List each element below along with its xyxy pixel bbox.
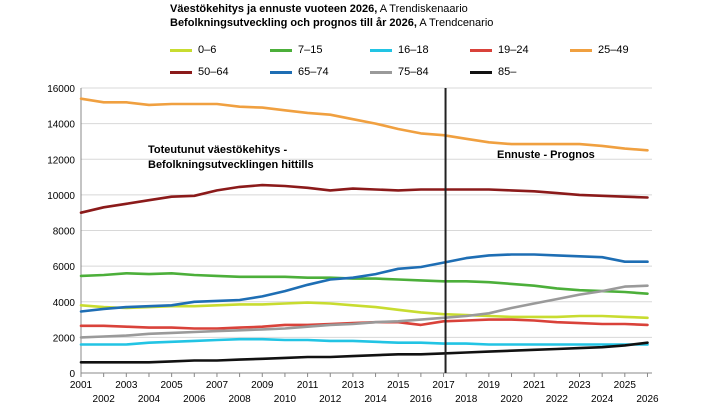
series-line-0–6 bbox=[79, 301, 649, 320]
x-tick-label: 2012 bbox=[319, 394, 342, 405]
x-tick-label: 2011 bbox=[297, 380, 319, 391]
x-tick-label: 2013 bbox=[342, 380, 365, 391]
legend-label: 7–15 bbox=[298, 44, 323, 56]
chart-title: Väestökehitys ja ennuste vuoteen 2026, A… bbox=[170, 2, 493, 30]
x-tick-label: 2005 bbox=[161, 380, 184, 391]
legend-label: 85– bbox=[498, 66, 517, 78]
y-tick-label: 2000 bbox=[53, 333, 76, 344]
x-tick-label: 2016 bbox=[410, 394, 433, 405]
y-tick-label: 10000 bbox=[47, 191, 75, 202]
x-tick-label: 2009 bbox=[251, 380, 274, 391]
x-tick-label: 2006 bbox=[183, 394, 206, 405]
legend-swatch bbox=[170, 71, 192, 74]
legend-swatch bbox=[270, 71, 292, 74]
x-tick-label: 2002 bbox=[93, 394, 116, 405]
annotation-realized-line2: Befolkningsutvecklingen hittills bbox=[148, 159, 314, 171]
legend-swatch bbox=[170, 49, 192, 52]
y-tick-label: 16000 bbox=[47, 84, 75, 95]
x-tick-label: 2015 bbox=[387, 380, 410, 391]
x-tick-label: 2014 bbox=[364, 394, 387, 405]
x-tick-label: 2025 bbox=[614, 380, 637, 391]
x-tick-label: 2010 bbox=[274, 394, 297, 405]
x-tick-label: 2017 bbox=[432, 380, 455, 391]
legend-swatch bbox=[270, 49, 292, 52]
legend-swatch bbox=[370, 49, 392, 52]
x-tick-label: 2019 bbox=[478, 380, 501, 391]
y-tick-label: 4000 bbox=[53, 298, 76, 309]
legend-swatch bbox=[470, 71, 492, 74]
y-tick-label: 0 bbox=[69, 369, 75, 380]
x-tick-label: 2023 bbox=[568, 380, 591, 391]
series-line-65–74 bbox=[79, 253, 649, 313]
y-tick-label: 8000 bbox=[53, 227, 76, 238]
legend-swatch bbox=[570, 49, 592, 52]
annotation-forecast: Ennuste - Prognos bbox=[497, 149, 595, 161]
series-line-7–15 bbox=[79, 271, 649, 296]
annotation-realized: Toteutunut väestökehitys - Befolkningsut… bbox=[148, 143, 314, 173]
x-tick-label: 2008 bbox=[228, 394, 251, 405]
x-tick-label: 2001 bbox=[70, 380, 93, 391]
legend-swatch bbox=[370, 71, 392, 74]
legend-label: 25–49 bbox=[598, 44, 629, 56]
series-line-75–84 bbox=[79, 284, 649, 339]
legend-label: 19–24 bbox=[498, 44, 529, 56]
y-tick-label: 14000 bbox=[47, 120, 75, 131]
title-swedish: Befolkningsutveckling och prognos till å… bbox=[170, 17, 494, 29]
x-tick-label: 2018 bbox=[455, 394, 478, 405]
x-tick-label: 2024 bbox=[591, 394, 614, 405]
annotation-realized-line1: Toteutunut väestökehitys - bbox=[148, 144, 288, 156]
y-tick-label: 6000 bbox=[53, 262, 76, 273]
legend-label: 16–18 bbox=[398, 44, 429, 56]
x-tick-label: 2003 bbox=[115, 380, 138, 391]
legend-label: 65–74 bbox=[298, 66, 329, 78]
x-tick-label: 2007 bbox=[206, 380, 229, 391]
x-tick-label: 2020 bbox=[500, 394, 523, 405]
series-line-85– bbox=[79, 341, 649, 364]
x-tick-label: 2022 bbox=[546, 394, 569, 405]
x-tick-label: 2004 bbox=[138, 394, 161, 405]
series-line-25–49 bbox=[79, 97, 649, 152]
x-tick-label: 2021 bbox=[523, 380, 546, 391]
series-line-50–64 bbox=[79, 183, 649, 214]
legend-swatch bbox=[470, 49, 492, 52]
y-tick-label: 12000 bbox=[47, 155, 75, 166]
series-line-16–18 bbox=[79, 337, 649, 346]
x-tick-label: 2026 bbox=[636, 394, 659, 405]
legend-label: 50–64 bbox=[198, 66, 229, 78]
legend-label: 0–6 bbox=[198, 44, 217, 56]
legend-label: 75–84 bbox=[398, 66, 429, 78]
title-finnish: Väestökehitys ja ennuste vuoteen 2026, A… bbox=[170, 3, 468, 15]
